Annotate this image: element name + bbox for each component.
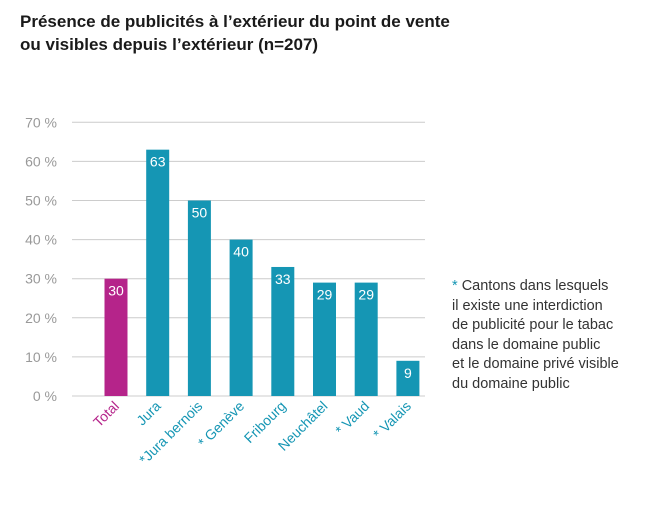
footnote-line-1: * Cantons dans lesquels: [452, 277, 667, 297]
x-tick-label: * Vaud: [332, 398, 372, 438]
y-tick-label: 20 %: [25, 310, 57, 326]
y-tick-label: 10 %: [25, 349, 57, 365]
bar-0: [104, 278, 128, 396]
data-labels: 30 63 50 40 33 29 29 9: [108, 154, 412, 381]
x-tick-label: * Valais: [370, 398, 414, 442]
bar-1: [146, 149, 170, 396]
x-axis-ticks: Total Jura*Jura bernois* GenèveFribourgNe…: [90, 398, 414, 468]
footnote-line-5: et le domaine privé visible: [452, 356, 619, 372]
bars: [104, 149, 420, 396]
footnote: * Cantons dans lesquels il existe une in…: [452, 277, 667, 394]
footnote-text-1: Cantons dans lesquels: [461, 278, 609, 294]
footnote-line-6: du domaine public: [452, 375, 570, 392]
bar-7: [396, 360, 420, 396]
y-tick-label: 0 %: [33, 388, 57, 404]
bar-6: [354, 282, 378, 396]
data-label: 30: [108, 283, 124, 299]
bar-2: [187, 200, 211, 396]
data-label: 9: [404, 365, 412, 381]
y-tick-label: 40 %: [25, 232, 57, 248]
footnote-line-3: de publicité pour le tabac: [452, 317, 614, 333]
footnote-line-4: dans le domaine public: [452, 336, 601, 353]
x-tick-label: * Genève: [195, 398, 248, 451]
data-label: 40: [233, 244, 249, 260]
data-label: 33: [275, 271, 291, 287]
y-tick-label: 70 %: [25, 114, 57, 130]
x-tick-label: Total: [90, 398, 122, 430]
bar-3: [229, 239, 253, 396]
bar-5: [313, 282, 336, 396]
chart-title-line-1: Présence de publicités à l’extérieur du …: [20, 12, 450, 31]
y-tick-label: 30 %: [25, 271, 57, 287]
chart-title-line-2: ou visibles depuis l’extérieur (n=207): [20, 35, 319, 54]
x-tick-label: Jura: [133, 398, 164, 429]
footnote-marker: *: [452, 278, 458, 294]
bar-4: [271, 266, 295, 396]
y-tick-label: 60 %: [25, 153, 57, 169]
data-label: 29: [358, 287, 374, 303]
y-tick-label: 50 %: [25, 193, 57, 209]
data-label: 63: [150, 154, 166, 170]
chart-title: Présence de publicités à l’extérieur du …: [20, 10, 660, 56]
data-label: 50: [192, 205, 208, 221]
footnote-line-2: il existe une interdiction: [452, 297, 603, 314]
data-label: 29: [317, 287, 333, 303]
y-axis-ticks: 0 % 10 % 20 % 30 % 40 % 50 % 60 % 70 %: [25, 114, 57, 404]
